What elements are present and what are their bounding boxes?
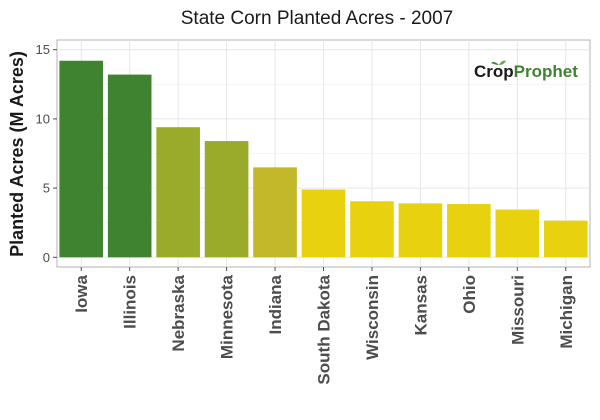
bar-missouri	[495, 209, 540, 258]
bar-nebraska	[156, 127, 200, 258]
x-tick-label: Iowa	[72, 274, 91, 312]
x-tick-label: Michigan	[557, 275, 576, 349]
bars	[59, 60, 588, 258]
x-tick-label: Nebraska	[169, 274, 188, 351]
logo-text-prophet: Prophet	[514, 62, 579, 81]
logo-text-crop: Crop	[474, 62, 514, 81]
y-tick-label: 5	[43, 181, 50, 196]
y-tick-label: 10	[36, 111, 50, 126]
x-tick-label: Minnesota	[218, 274, 237, 359]
chart-title: State Corn Planted Acres - 2007	[181, 8, 454, 29]
x-tick-label: Kansas	[411, 275, 430, 335]
bar-wisconsin	[350, 201, 394, 258]
cropprophet-logo: CropProphet	[474, 60, 578, 81]
y-axis-label: Planted Acres (M Acres)	[7, 51, 27, 257]
x-tick-label: Illinois	[121, 275, 140, 329]
x-axis-ticks: Iowa Illinois Nebraska Minnesota Indiana Sout…	[72, 267, 576, 385]
bar-south-dakota	[301, 189, 346, 258]
bar-iowa	[59, 60, 104, 258]
bar-michigan	[543, 220, 588, 258]
x-tick-label: Missouri	[508, 275, 527, 345]
y-tick-label: 15	[36, 42, 50, 57]
bar-illinois	[107, 74, 152, 258]
bar-kansas	[398, 203, 443, 258]
bar-ohio	[447, 204, 491, 258]
leaf-icon	[491, 60, 506, 65]
y-axis-ticks: 0 5 10 15	[36, 42, 57, 265]
x-tick-label: Wisconsin	[363, 275, 382, 360]
bar-minnesota	[204, 141, 249, 258]
x-tick-label: South Dakota	[315, 274, 334, 384]
svg-text:CropProphet: CropProphet	[474, 62, 578, 81]
bar-indiana	[253, 167, 297, 258]
y-tick-label: 0	[43, 250, 50, 265]
x-tick-label: Ohio	[460, 275, 479, 314]
x-tick-label: Indiana	[266, 274, 285, 334]
